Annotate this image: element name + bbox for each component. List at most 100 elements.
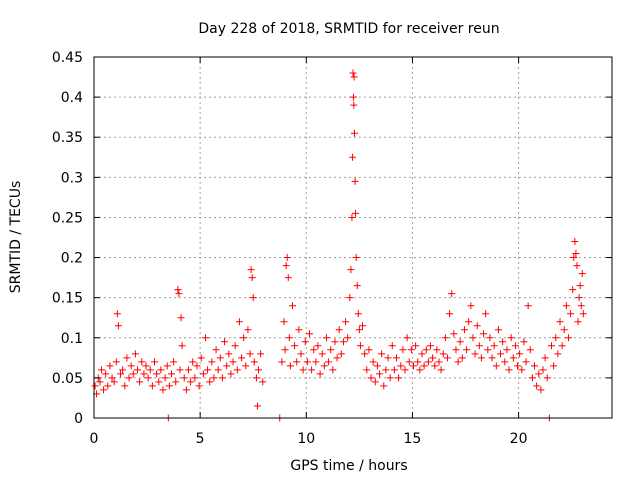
data-point — [225, 350, 233, 358]
data-point — [397, 362, 405, 370]
data-point — [195, 382, 203, 390]
data-point — [575, 294, 583, 302]
data-point — [112, 358, 120, 366]
data-point — [153, 370, 161, 378]
data-point — [108, 374, 116, 382]
data-point — [242, 362, 250, 370]
grid-layer — [94, 57, 612, 418]
data-point — [516, 350, 524, 358]
data-point — [339, 338, 347, 346]
data-point — [293, 358, 301, 366]
data-point — [291, 342, 299, 350]
data-point — [320, 362, 328, 370]
data-point — [127, 362, 135, 370]
data-point — [206, 378, 214, 386]
data-point — [329, 366, 337, 374]
data-point — [102, 370, 110, 378]
data-point — [420, 362, 428, 370]
data-point — [448, 290, 456, 298]
data-point — [318, 350, 326, 358]
data-point — [100, 386, 108, 394]
data-point — [450, 330, 458, 338]
data-point — [201, 334, 209, 342]
y-tick-label: 0.1 — [61, 331, 83, 347]
data-point — [533, 382, 541, 390]
data-point — [524, 302, 532, 310]
data-point — [384, 354, 392, 362]
data-point — [441, 334, 449, 342]
data-point — [349, 69, 357, 77]
data-point — [121, 382, 129, 390]
data-point — [401, 366, 409, 374]
data-point — [541, 354, 549, 362]
data-point — [501, 358, 509, 366]
data-point — [231, 342, 239, 350]
data-point — [395, 374, 403, 382]
data-point — [151, 358, 159, 366]
data-point — [354, 310, 362, 318]
data-point — [148, 382, 156, 390]
data-point — [361, 350, 369, 358]
data-point — [458, 354, 466, 362]
data-point — [552, 334, 560, 342]
data-point — [403, 334, 411, 342]
data-point — [177, 314, 185, 322]
data-point — [344, 334, 352, 342]
data-point — [91, 382, 99, 390]
data-point — [337, 350, 345, 358]
data-point — [104, 382, 112, 390]
data-point — [579, 310, 587, 318]
data-point — [352, 254, 360, 262]
data-point — [229, 358, 237, 366]
data-point — [189, 358, 197, 366]
data-point — [376, 370, 384, 378]
data-point — [178, 342, 186, 350]
data-point — [469, 334, 477, 342]
data-point — [282, 262, 290, 270]
data-point — [193, 362, 201, 370]
y-tick-label: 0 — [74, 411, 83, 427]
data-point — [157, 366, 165, 374]
data-point — [535, 370, 543, 378]
data-point — [435, 358, 443, 366]
data-point — [353, 282, 361, 290]
data-point — [331, 338, 339, 346]
y-tick-label: 0.45 — [52, 50, 83, 66]
data-point — [216, 354, 224, 362]
data-point — [554, 350, 562, 358]
data-point — [114, 322, 122, 330]
data-point — [429, 354, 437, 362]
data-point — [382, 366, 390, 374]
data-point — [297, 350, 305, 358]
data-point — [550, 362, 558, 370]
data-point — [250, 358, 258, 366]
plot-frame — [93, 56, 613, 419]
data-point — [490, 342, 498, 350]
data-point — [255, 366, 263, 374]
data-point — [212, 346, 220, 354]
data-point — [342, 318, 350, 326]
data-point — [473, 322, 481, 330]
data-point — [244, 326, 252, 334]
data-point — [528, 374, 536, 382]
data-point — [484, 346, 492, 354]
data-point — [367, 374, 375, 382]
data-point — [426, 342, 434, 350]
y-tick-label: 0.35 — [52, 130, 83, 146]
y-tick-label: 0.3 — [61, 170, 83, 186]
data-point — [252, 374, 260, 382]
data-point — [129, 370, 137, 378]
data-point — [522, 358, 530, 366]
data-point — [351, 177, 359, 185]
data-point — [572, 250, 580, 258]
data-point — [569, 286, 577, 294]
data-point — [390, 366, 398, 374]
data-point — [184, 366, 192, 374]
data-point — [570, 254, 578, 262]
data-point — [281, 346, 289, 354]
data-point — [346, 294, 354, 302]
data-point — [547, 342, 555, 350]
data-point — [286, 362, 294, 370]
data-point — [136, 378, 144, 386]
data-point — [176, 366, 184, 374]
